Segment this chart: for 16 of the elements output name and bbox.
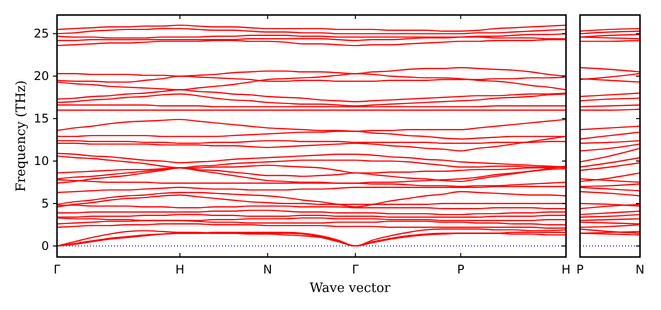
y-tick-label: 5 [41,196,49,210]
x-tick-label: N [636,262,644,277]
x-tick-label: N [263,262,272,277]
x-tick-label: P [576,262,584,277]
y-tick-label: 20 [34,68,49,83]
y-axis-title: Frequency (THz) [14,80,29,192]
y-tick-label: 10 [34,154,49,168]
x-tick-label: Γ [352,262,360,277]
x-tick-label: H [175,262,184,277]
x-tick-label: Γ [54,262,61,277]
x-tick-label: P [457,262,464,277]
y-tick-label: 25 [34,26,49,41]
y-tick-label: 0 [41,238,49,253]
x-tick-label: H [561,262,571,277]
x-axis-title: Wave vector [310,281,392,296]
y-tick-label: 15 [34,111,49,126]
